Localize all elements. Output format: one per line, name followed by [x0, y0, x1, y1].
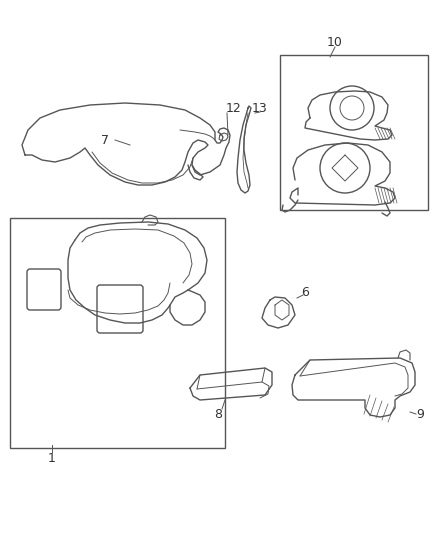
Text: 13: 13 — [252, 101, 268, 115]
Bar — [280, 55, 428, 210]
Text: 7: 7 — [101, 133, 109, 147]
Text: 1: 1 — [48, 451, 56, 464]
Text: 6: 6 — [301, 287, 309, 300]
Text: 12: 12 — [226, 101, 242, 115]
Text: 9: 9 — [416, 408, 424, 422]
Text: 8: 8 — [214, 408, 222, 422]
Text: 10: 10 — [327, 36, 343, 49]
Bar — [10, 218, 225, 448]
